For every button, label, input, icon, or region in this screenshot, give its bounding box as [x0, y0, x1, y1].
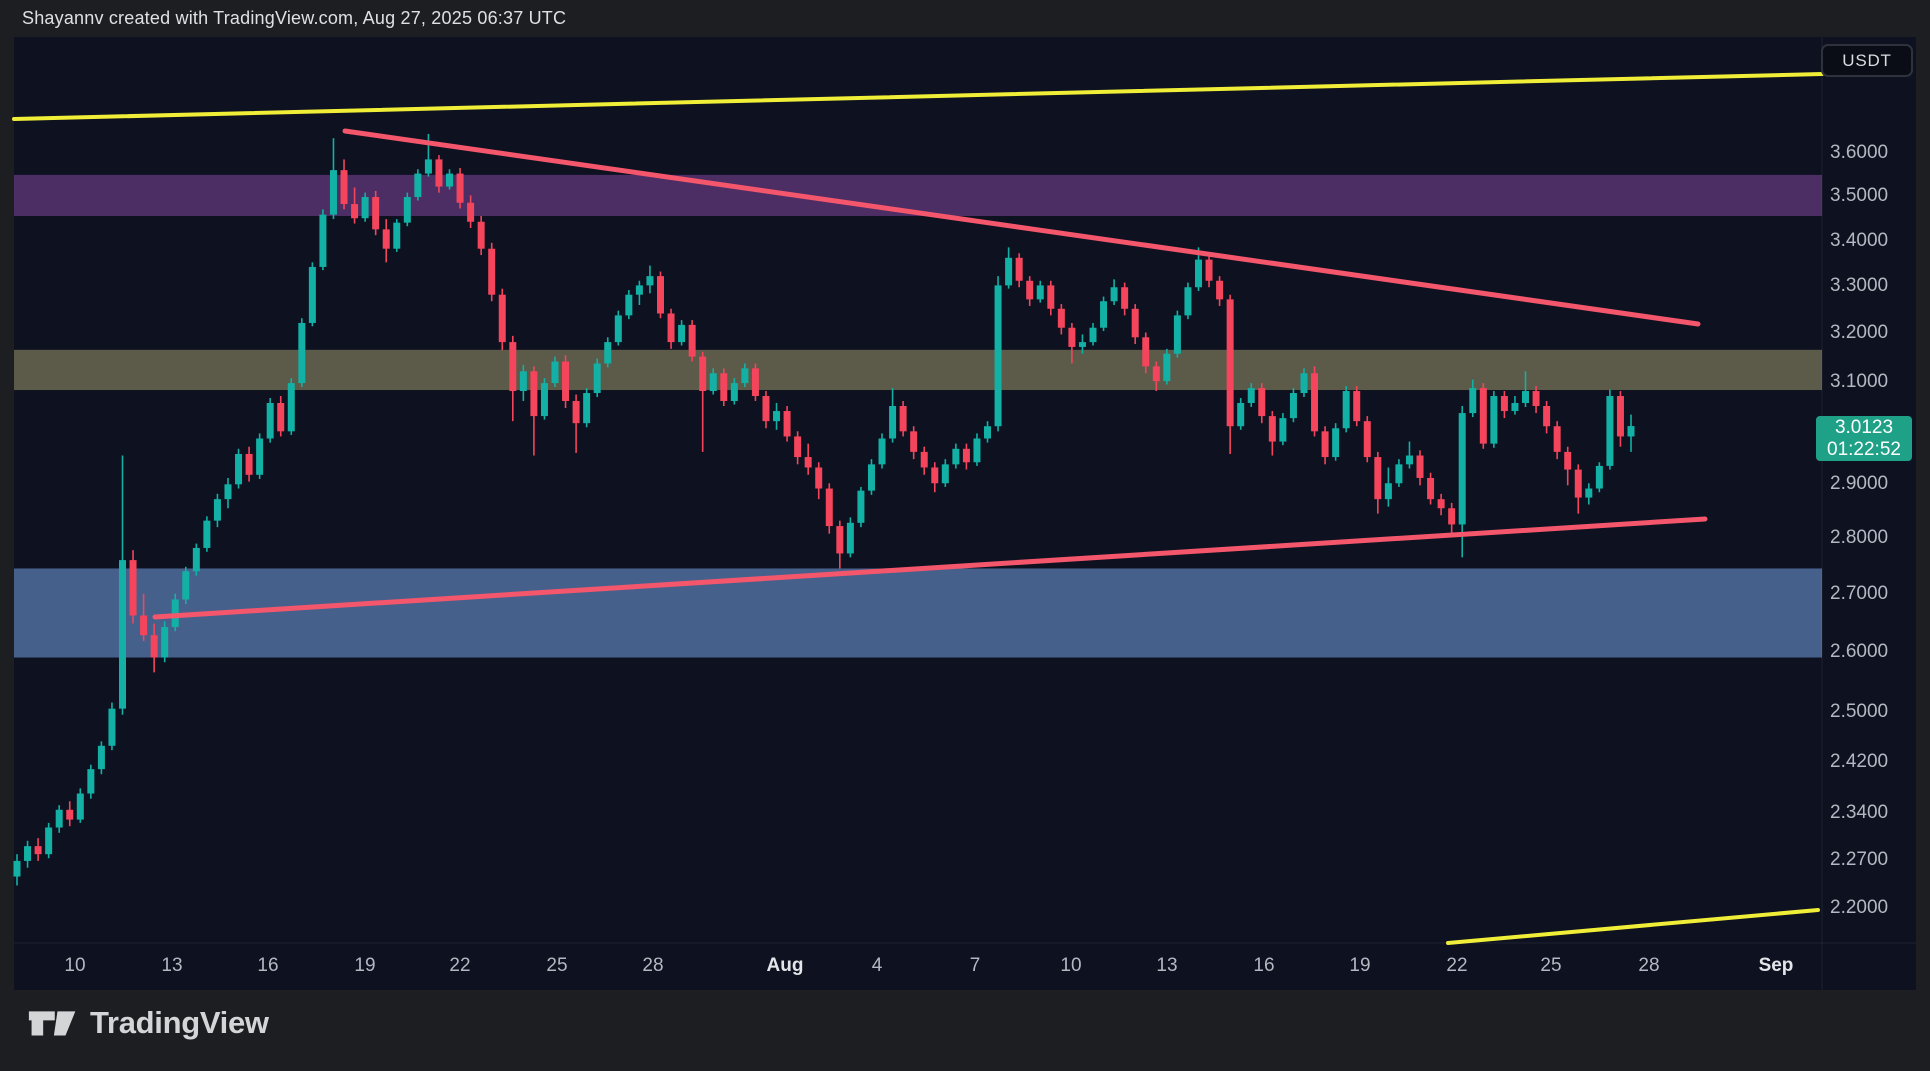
attribution-bar: Shayannv created with TradingView.com, A…	[0, 0, 1930, 37]
footer-bar: TradingView	[0, 990, 1930, 1071]
demand-zone-blue[interactable]	[14, 568, 1822, 658]
pivot-zone-olive[interactable]	[14, 349, 1822, 391]
candles-layer[interactable]	[13, 133, 1635, 886]
last-price-badge: 3.0123 01:22:52	[1816, 416, 1912, 461]
ascending-support-trendline[interactable]	[152, 516, 1708, 620]
last-price-value: 3.0123	[1834, 417, 1894, 438]
quote-currency-label: USDT	[1842, 50, 1892, 70]
tradingview-logo-text: TradingView	[90, 1005, 269, 1040]
tradingview-logo[interactable]: TradingView	[28, 1004, 269, 1042]
quote-currency-badge[interactable]: USDT	[1821, 44, 1913, 77]
lower-yellow-channel-line[interactable]	[1446, 908, 1820, 945]
upper-yellow-channel-line[interactable]	[12, 72, 1824, 121]
attribution-text: Shayannv created with TradingView.com, A…	[22, 8, 567, 28]
descending-resistance-trendline[interactable]	[342, 128, 1701, 327]
supply-zone-purple[interactable]	[14, 174, 1822, 216]
countdown-timer: 01:22:52	[1827, 439, 1901, 460]
tradingview-logo-icon	[28, 1011, 76, 1036]
